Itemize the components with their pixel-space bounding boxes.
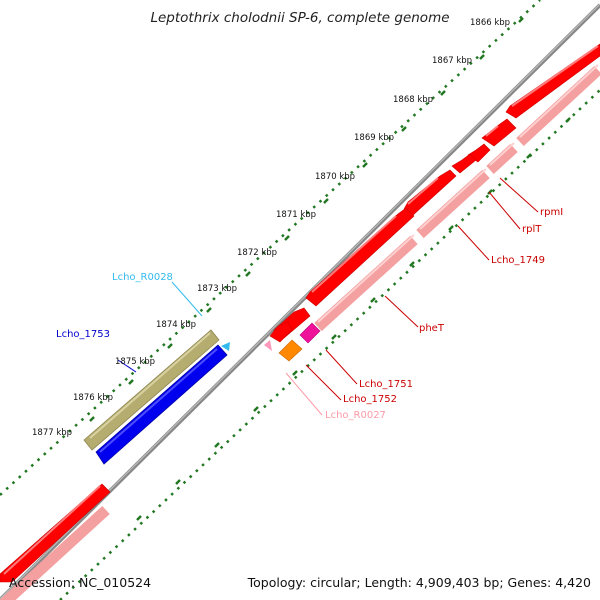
cds-lcho-upper[interactable]: [505, 43, 600, 119]
forward-cds-track: [0, 43, 600, 583]
forward-cds-shadow-edge: [317, 64, 599, 323]
cds-lcho-1752[interactable]: [269, 321, 293, 343]
cds-rplt[interactable]: [451, 153, 477, 174]
tick-label-1868: 1868 kbp: [393, 95, 434, 105]
cds-lcho-1753-highlight: [99, 348, 218, 453]
genome-summary-text: Topology: circular; Length: 4,909,403 bp…: [247, 575, 591, 590]
cds-phet[interactable]: [305, 207, 415, 307]
map-title: Leptothrix cholodnii SP-6, complete geno…: [150, 10, 450, 26]
gene-label-lcho-r0028[interactable]: Lcho_R0028: [112, 272, 173, 283]
tick-label-1876: 1876 kbp: [73, 393, 114, 403]
cds-lcho-1753[interactable]: [95, 344, 228, 465]
rrna-lcho-r0028[interactable]: [83, 329, 220, 451]
inner-tick-ring: [59, 89, 600, 600]
tick-label-1875: 1875 kbp: [115, 357, 156, 367]
gene-label-lcho-1753[interactable]: Lcho_1753: [56, 329, 110, 340]
outer-tick-ring: [0, 0, 541, 496]
tick-label-1877: 1877 kbp: [32, 428, 73, 438]
gene-label-lcho-1752[interactable]: Lcho_1752: [343, 394, 397, 405]
accession-text: Accession: NC_010524: [9, 575, 152, 590]
tick-label-1869: 1869 kbp: [354, 133, 395, 143]
gene-label-lcho-1751[interactable]: Lcho_1751: [359, 379, 413, 390]
trna-lcho-r0027[interactable]: [264, 340, 272, 351]
gene-label-lcho-1749[interactable]: Lcho_1749: [491, 255, 545, 266]
gene-label-phet[interactable]: pheT: [419, 323, 444, 334]
gene-label-rpmi[interactable]: rpmI: [540, 207, 564, 218]
tick-label-1873: 1873 kbp: [197, 284, 238, 294]
cds-rpmi-region[interactable]: [481, 118, 517, 147]
trna-magenta[interactable]: [299, 322, 321, 344]
cds-lower-left[interactable]: [0, 483, 111, 583]
gene-label-rplt[interactable]: rplT: [522, 224, 542, 235]
tick-label-1866: 1866 kbp: [470, 18, 511, 28]
tick-label-1874: 1874 kbp: [156, 320, 197, 330]
rrna-highlight: [89, 332, 211, 439]
callout-lines: [117, 177, 539, 416]
major-tick-marks: [89, 17, 571, 521]
trna-lcho-r0028-arrow[interactable]: [221, 342, 230, 351]
trna-orange[interactable]: [278, 339, 303, 362]
tick-label-1871: 1871 kbp: [276, 210, 317, 220]
tick-label-1870: 1870 kbp: [315, 172, 356, 182]
tick-label-1867: 1867 kbp: [432, 56, 473, 66]
forward-cds-highlight: [3, 45, 599, 575]
forward-cds-shadow-track: [0, 65, 600, 600]
tick-label-1872: 1872 kbp: [237, 248, 278, 258]
gene-label-lcho-r0027[interactable]: Lcho_R0027: [325, 410, 386, 421]
